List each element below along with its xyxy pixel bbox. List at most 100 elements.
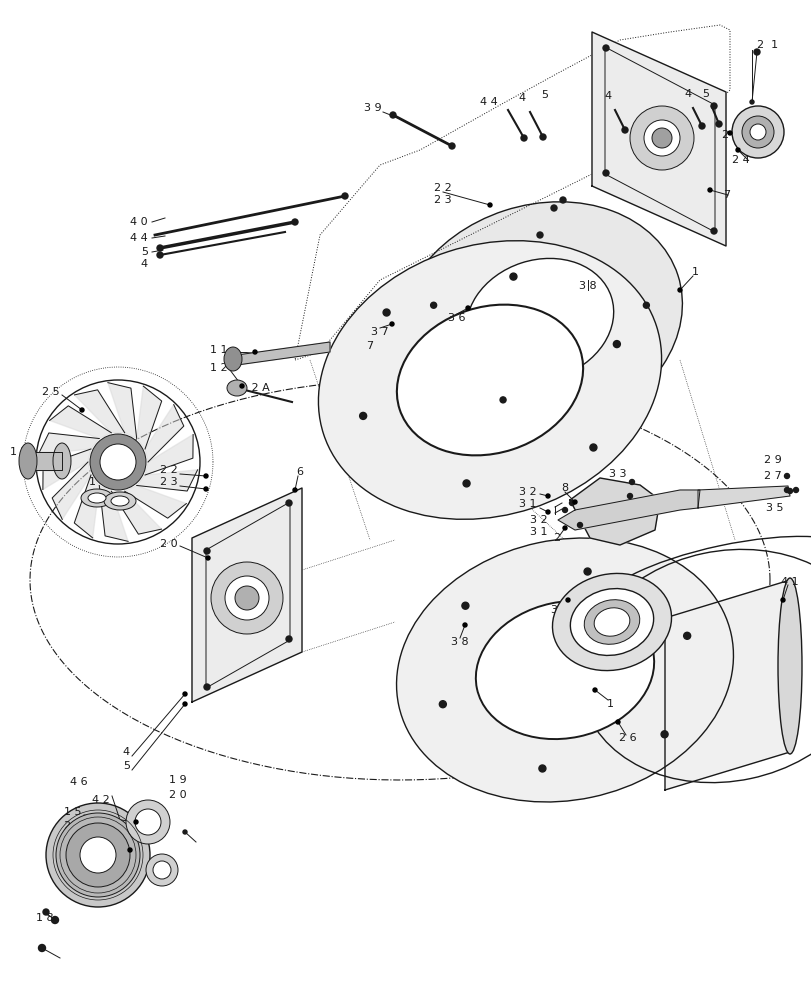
Circle shape: [627, 493, 632, 498]
Text: 2 7: 2 7: [763, 471, 781, 481]
Circle shape: [383, 309, 389, 316]
Text: 1: 1: [606, 699, 613, 709]
Ellipse shape: [777, 578, 801, 754]
Ellipse shape: [749, 124, 765, 140]
Circle shape: [389, 322, 393, 326]
Text: 3 3: 3 3: [608, 469, 626, 479]
Text: 4 2: 4 2: [92, 795, 109, 805]
Circle shape: [539, 765, 545, 772]
Ellipse shape: [551, 573, 671, 671]
Text: 2 0: 2 0: [169, 790, 187, 800]
Text: 4: 4: [684, 89, 691, 99]
Ellipse shape: [234, 586, 259, 610]
Ellipse shape: [211, 562, 283, 634]
Circle shape: [539, 134, 545, 140]
Circle shape: [569, 500, 574, 506]
Polygon shape: [557, 490, 699, 530]
Polygon shape: [125, 485, 186, 518]
Circle shape: [204, 474, 208, 478]
Text: 3 7: 3 7: [608, 599, 626, 609]
Text: 2 3: 2 3: [434, 195, 451, 205]
Text: 6: 6: [296, 467, 303, 477]
Polygon shape: [569, 478, 659, 545]
Circle shape: [710, 103, 716, 109]
Ellipse shape: [651, 128, 672, 148]
Text: 2 0: 2 0: [722, 130, 739, 140]
Ellipse shape: [146, 854, 178, 886]
Circle shape: [359, 412, 367, 419]
Ellipse shape: [643, 120, 679, 156]
Text: 4: 4: [140, 259, 148, 269]
Ellipse shape: [80, 837, 116, 873]
Ellipse shape: [583, 600, 639, 644]
Circle shape: [545, 510, 549, 514]
Circle shape: [182, 702, 187, 706]
Circle shape: [461, 602, 468, 609]
Ellipse shape: [396, 538, 732, 802]
Text: 1 4: 1 4: [89, 477, 107, 487]
Circle shape: [707, 188, 711, 192]
Polygon shape: [75, 475, 99, 538]
Text: 2 0: 2 0: [161, 539, 178, 549]
Text: 2 2: 2 2: [434, 183, 451, 193]
Circle shape: [577, 522, 581, 528]
Circle shape: [783, 474, 788, 479]
Circle shape: [536, 232, 543, 238]
Ellipse shape: [56, 813, 139, 897]
Text: 4 0: 4 0: [131, 217, 148, 227]
Ellipse shape: [111, 496, 129, 506]
Circle shape: [389, 112, 396, 118]
Text: 1: 1: [691, 267, 697, 277]
Circle shape: [292, 219, 298, 225]
Polygon shape: [75, 390, 125, 433]
Polygon shape: [145, 405, 183, 462]
Circle shape: [683, 632, 690, 639]
Circle shape: [462, 623, 466, 627]
Polygon shape: [230, 342, 329, 366]
Circle shape: [521, 135, 526, 141]
Text: 7: 7: [366, 341, 373, 351]
Circle shape: [43, 909, 49, 915]
Polygon shape: [136, 386, 161, 449]
Circle shape: [204, 684, 210, 690]
Circle shape: [735, 148, 739, 152]
Ellipse shape: [397, 202, 681, 438]
Circle shape: [487, 203, 491, 207]
Text: 2 1: 2 1: [64, 821, 82, 831]
Circle shape: [293, 488, 297, 492]
Circle shape: [753, 49, 759, 55]
Circle shape: [204, 548, 210, 554]
Text: 3 2: 3 2: [530, 515, 547, 525]
Circle shape: [583, 568, 590, 575]
Text: 3 4: 3 4: [763, 487, 781, 497]
Circle shape: [157, 252, 163, 258]
Ellipse shape: [46, 803, 150, 907]
Circle shape: [134, 820, 138, 824]
Ellipse shape: [397, 305, 582, 455]
Circle shape: [341, 193, 348, 199]
Ellipse shape: [466, 258, 613, 382]
Text: 1 1: 1 1: [210, 345, 228, 355]
Text: 3 1: 3 1: [519, 499, 536, 509]
Circle shape: [592, 688, 596, 692]
Circle shape: [545, 494, 549, 498]
Circle shape: [727, 131, 731, 135]
Circle shape: [240, 384, 243, 388]
Ellipse shape: [19, 443, 37, 479]
Polygon shape: [43, 449, 91, 490]
Text: 2 2: 2 2: [160, 465, 178, 475]
Text: 2  1: 2 1: [756, 40, 777, 50]
Ellipse shape: [126, 800, 169, 844]
Circle shape: [466, 306, 470, 310]
Ellipse shape: [90, 434, 146, 490]
Text: 3 9: 3 9: [364, 103, 381, 113]
Circle shape: [573, 500, 577, 504]
Polygon shape: [111, 491, 161, 534]
Polygon shape: [38, 433, 99, 454]
Circle shape: [642, 302, 649, 308]
Text: 4 4: 4 4: [130, 233, 148, 243]
Circle shape: [204, 487, 208, 491]
Text: 3 8: 3 8: [578, 281, 596, 291]
Circle shape: [439, 701, 446, 708]
Circle shape: [621, 127, 627, 133]
